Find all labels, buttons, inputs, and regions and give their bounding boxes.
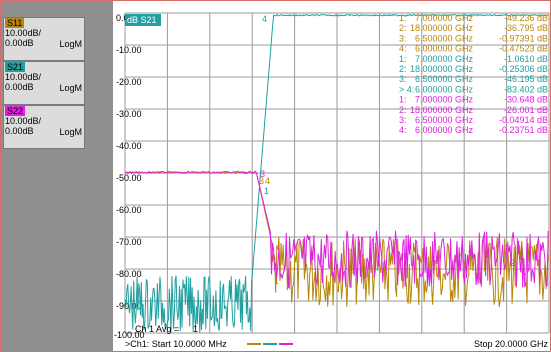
plot-marker-labels: 4 3 4 3 1 1 2 [259, 14, 515, 286]
trace-s11 [125, 170, 549, 308]
plot-area: 0.00 -10.00 -20.00 -30.00 -40.00 -50.00 … [113, 1, 550, 351]
trace-box-s22[interactable]: S22 10.00dB/ 0.00dB LogM [3, 105, 85, 149]
marker-value: -0.04914 dB [499, 115, 548, 125]
marker-id: 2: [399, 64, 407, 74]
trace-s21 [124, 13, 549, 333]
y-tick-label: 0.00 [116, 13, 134, 23]
active-trace-tag-bg [125, 14, 161, 26]
trace-format-s22: LogM [59, 127, 82, 137]
marker-label-s21-1: 1 [264, 186, 269, 196]
avg-label: Ch 1 Avg = [135, 324, 179, 334]
y-tick-label: -10.00 [116, 45, 142, 55]
marker-frequency: 6.000000 GHz [415, 84, 474, 94]
marker-id: 3: [399, 115, 407, 125]
marker-frequency: 6.000000 GHz [415, 44, 474, 54]
marker-frequency: 7.000000 GHz [415, 95, 474, 105]
averaging-indicator: Ch 1 Avg = 1 [135, 324, 198, 334]
marker-frequency: 18.000000 GHz [410, 64, 474, 74]
marker-label-s22-3: 3 [260, 169, 265, 179]
marker-value: -26.001 dB [504, 105, 548, 115]
sweep-start: >Ch1: Start 10.0000 MHz [125, 339, 227, 349]
trace-scale-s21: 10.00dB/ [5, 72, 42, 82]
trace-format-s21: LogM [59, 83, 82, 93]
marker-label-s11-3: 3 [259, 176, 264, 186]
s22-legend-swatch [279, 343, 293, 345]
y-tick-label: -20.00 [116, 77, 142, 87]
s11-legend-swatch [247, 343, 261, 345]
active-trace-label: dB S21 [127, 15, 157, 25]
marker-value: -49.236 dB [504, 13, 548, 23]
marker-label-s11-4: 4 [265, 176, 270, 186]
marker-frequency: 18.000000 GHz [410, 105, 474, 115]
marker-frequency: 6.500000 GHz [415, 74, 474, 84]
measurement-plot[interactable]: 0.00 -10.00 -20.00 -30.00 -40.00 -50.00 … [113, 1, 550, 351]
y-tick-label: -100.00 [114, 330, 145, 340]
marker-frequency: 7.000000 GHz [415, 13, 474, 23]
trace-format-s11: LogM [59, 39, 82, 49]
marker-value: -1.0610 dB [504, 54, 548, 64]
marker-id: > 4: [399, 84, 414, 94]
trace-scale-s22: 10.00dB/ [5, 116, 42, 126]
y-tick-label: -40.00 [116, 141, 142, 151]
marker-label-s22-2: 2 [510, 258, 515, 268]
y-tick-label: -30.00 [116, 109, 142, 119]
marker-id: 4: [399, 44, 407, 54]
trace-ref-s11: 0.00dB [5, 38, 34, 48]
trace-s22 [124, 170, 549, 289]
marker-value: -30.648 dB [504, 95, 548, 105]
trace-name-s22: S22 [5, 106, 26, 116]
trace-box-s11[interactable]: S11 10.00dB/ 0.00dB LogM [3, 17, 85, 61]
marker-frequency: 18.000000 GHz [410, 23, 474, 33]
trace-name-s11: S11 [5, 18, 25, 28]
active-trace-tag[interactable]: dB S21 [125, 14, 161, 26]
marker-value: -0.25306 dB [499, 64, 548, 74]
marker-value: -0.23751 dB [499, 125, 548, 135]
trace-ref-s22: 0.00dB [5, 126, 34, 136]
traces [124, 13, 549, 333]
avg-value: 1 [193, 324, 198, 334]
y-tick-label: -80.00 [116, 269, 142, 279]
marker-value: -36.795 dB [504, 23, 548, 33]
marker-id: 1: [399, 54, 407, 64]
s21-legend-swatch [263, 343, 277, 345]
trace-scale-s11: 10.00dB/ [5, 28, 42, 38]
marker-value: -83.402 dB [504, 84, 548, 94]
marker-value: -0.97391 dB [499, 33, 548, 43]
marker-label-s21-4: 4 [262, 14, 267, 24]
trace-name-s21: S21 [5, 62, 26, 72]
marker-frequency: 6.500000 GHz [415, 115, 474, 125]
marker-frequency: 6.500000 GHz [415, 33, 474, 43]
marker-frequency: 6.000000 GHz [415, 125, 474, 135]
marker-id: 3: [399, 74, 407, 84]
marker-id: 1: [399, 95, 407, 105]
marker-value: -46.195 dB [504, 74, 548, 84]
marker-id: 2: [399, 105, 407, 115]
marker-id: 3: [399, 33, 407, 43]
plot-background [113, 1, 550, 351]
marker-value: -0.47523 dB [499, 44, 548, 54]
marker-frequency: 7.000000 GHz [415, 54, 474, 64]
marker-id: 2: [399, 23, 407, 33]
marker-id: 1: [399, 13, 407, 23]
marker-readout-table: 1: 7.000000 GHz -49.236 dB2: 18.000000 GHz -… [399, 13, 548, 135]
sweep-stop: Stop 20.0000 GHz [473, 339, 548, 349]
trace-box-s21[interactable]: S21 10.00dB/ 0.00dB LogM [3, 61, 85, 105]
marker-id: 4: [399, 125, 407, 135]
y-tick-label: -70.00 [116, 237, 142, 247]
y-tick-label: -50.00 [116, 173, 142, 183]
trace-ref-s21: 0.00dB [5, 82, 34, 92]
marker-label-s22-1: 1 [274, 276, 279, 286]
y-tick-label: -60.00 [116, 205, 142, 215]
trace-sidebar: S11 10.00dB/ 0.00dB LogM S21 10.00dB/ 0.… [1, 1, 114, 351]
status-bar: >Ch1: Start 10.0000 MHz Stop 20.0000 GHz [113, 338, 550, 351]
